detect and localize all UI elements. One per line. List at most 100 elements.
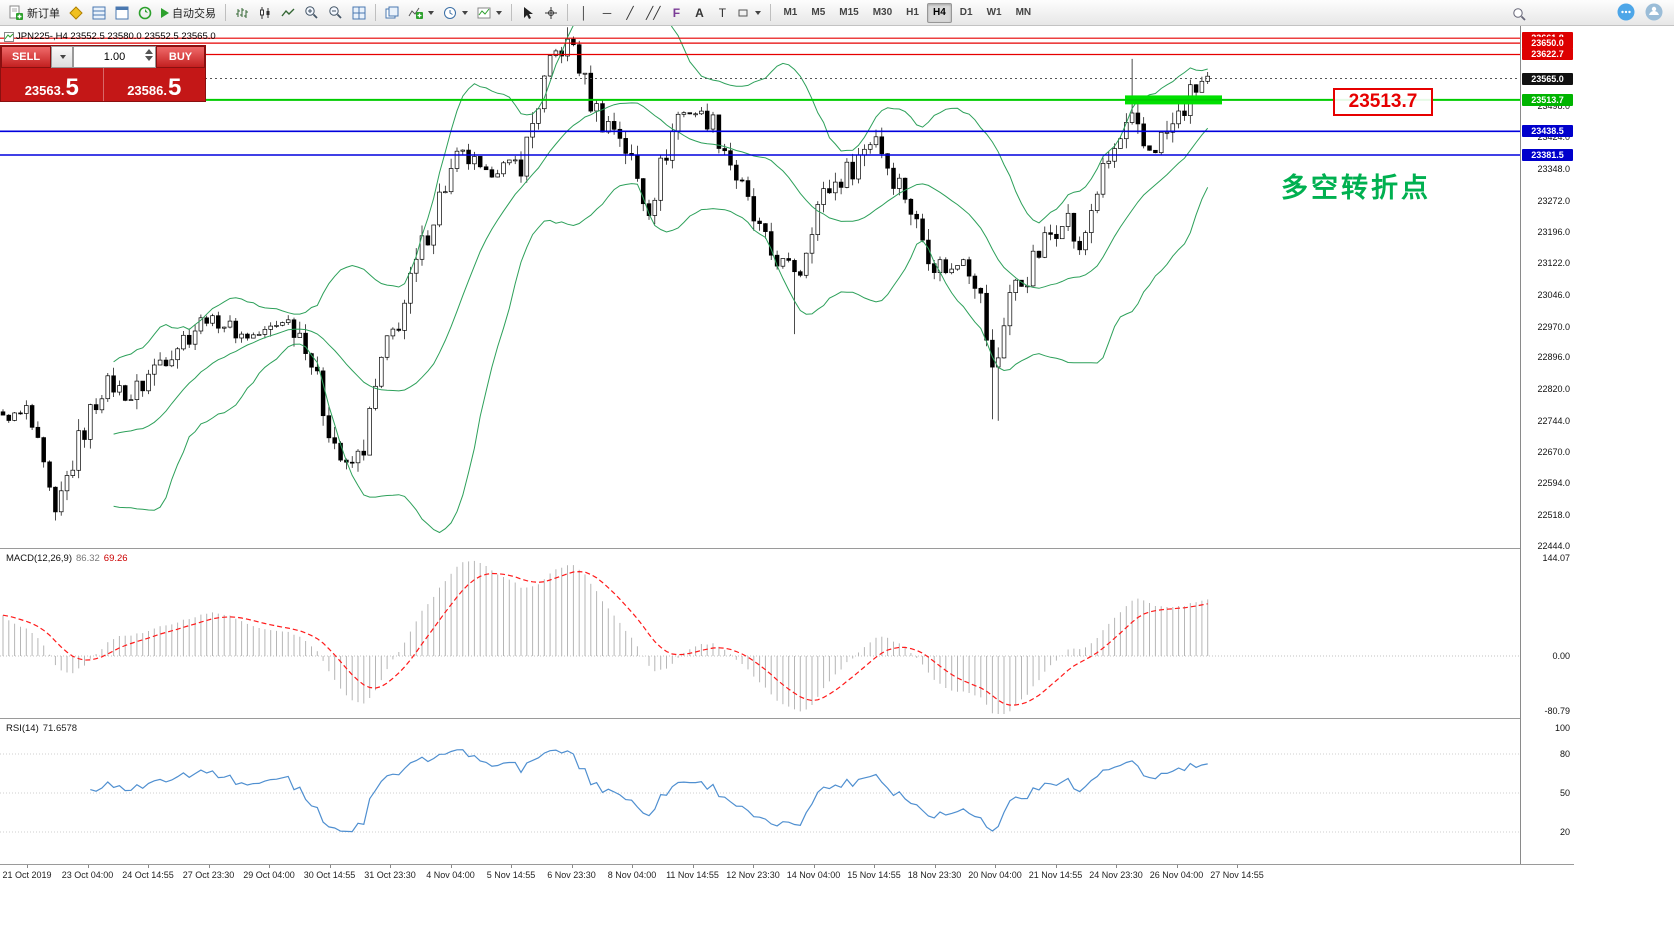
horizontal-line-tool-button[interactable]: ─ (596, 2, 618, 24)
timeframe-button-m1[interactable]: M1 (777, 3, 803, 23)
shapes-tool-button[interactable] (734, 2, 765, 24)
time-label: 6 Nov 23:30 (547, 870, 596, 880)
rsi-label: RSI(14) 71.6578 (6, 723, 77, 734)
time-label: 29 Oct 04:00 (243, 870, 295, 880)
main-chart-pane[interactable] (0, 26, 1520, 548)
market-watch-button[interactable] (88, 2, 110, 24)
timeframe-button-m30[interactable]: M30 (867, 3, 898, 23)
bar-chart-button[interactable] (231, 2, 253, 24)
rsi-axis-tick: 50 (1559, 788, 1570, 798)
indicators-button[interactable] (404, 2, 438, 24)
volume-input[interactable]: 1.00 (73, 46, 156, 68)
time-tick (995, 865, 996, 868)
candlestick-chart-icon (260, 6, 270, 19)
vertical-line-tool-button[interactable]: │ (573, 2, 595, 24)
indicators-add-icon (408, 7, 423, 19)
buy-price[interactable]: 23586. 5 (104, 68, 206, 101)
candlestick-chart-button[interactable] (254, 2, 276, 24)
fibonacci-tool-button[interactable]: F (665, 2, 687, 24)
timeframe-button-w1[interactable]: W1 (981, 3, 1008, 23)
cursor-button[interactable] (517, 2, 539, 24)
favorites-button[interactable] (65, 2, 87, 24)
separator (375, 4, 376, 21)
time-tick (813, 865, 815, 868)
vertical-line-icon: │ (580, 5, 588, 20)
zoom-in-icon (305, 6, 318, 19)
autotrading-icon (161, 7, 169, 18)
time-label: 14 Nov 04:00 (786, 870, 841, 880)
time-tick (1055, 865, 1057, 868)
text-tool-button[interactable]: A (688, 2, 710, 24)
price-tag: 23438.5 (1522, 125, 1573, 138)
pane-divider[interactable] (0, 548, 1574, 549)
crosshair-button[interactable] (540, 2, 562, 24)
timeframe-button-h1[interactable]: H1 (900, 3, 925, 23)
text-label-icon: T (718, 5, 727, 20)
favorites-icon (69, 5, 83, 20)
trendline-tool-button[interactable]: ╱ (619, 2, 641, 24)
time-tick (208, 865, 210, 868)
timeframe-button-m15[interactable]: M15 (833, 3, 864, 23)
navigator-button[interactable] (134, 2, 156, 24)
sell-price[interactable]: 23563. 5 (1, 68, 104, 101)
pane-divider[interactable] (0, 718, 1574, 719)
search-button[interactable] (1508, 3, 1531, 25)
spinner-down-icon[interactable] (145, 56, 153, 61)
chevron-down-icon (462, 10, 468, 15)
line-chart-icon (281, 8, 295, 16)
templates-button[interactable] (473, 2, 506, 24)
time-tick (1176, 865, 1178, 868)
rsi-pane[interactable] (0, 720, 1520, 864)
time-label: 26 Nov 04:00 (1149, 870, 1204, 880)
zoom-in-button[interactable] (300, 2, 323, 24)
market-watch-icon (92, 6, 106, 19)
channel-tool-button[interactable]: ╱╱ (642, 2, 664, 24)
price-tick: 22896.0 (1537, 352, 1570, 363)
time-label: 12 Nov 23:30 (726, 870, 780, 880)
buy-button[interactable]: BUY (156, 46, 205, 68)
timeframe-button-m5[interactable]: M5 (805, 3, 831, 23)
price-tick: 23348.0 (1537, 164, 1570, 174)
price-level-label[interactable]: 23513.7 (1333, 88, 1433, 116)
community-icon[interactable] (1644, 2, 1664, 22)
time-tick (1237, 865, 1238, 868)
search-icon (1513, 7, 1526, 21)
tile-windows-button[interactable] (348, 2, 370, 24)
price-axis[interactable]: 23498.0 23424.0 23348.0 23272.0 23196.0 23122… (1520, 26, 1575, 864)
navigator-icon (138, 6, 152, 19)
rsi-axis-tick: 20 (1559, 827, 1570, 837)
cursor-icon (524, 6, 533, 19)
volume-dropdown-button[interactable] (51, 46, 73, 68)
time-label: 27 Nov 14:55 (1210, 870, 1264, 880)
time-label: 20 Nov 04:00 (968, 870, 1022, 880)
symbol-ohlc-header: JPN225-,H4 23552.5 23580.0 23552.5 23565… (16, 31, 216, 42)
timeframe-button-h4[interactable]: H4 (926, 2, 952, 23)
data-window-button[interactable] (111, 2, 133, 24)
time-tick (571, 865, 573, 868)
new-order-button[interactable]: 新订单 (4, 2, 64, 24)
zoom-out-button[interactable] (324, 2, 347, 24)
time-axis[interactable]: 21 Oct 2019 23 Oct 04:00 24 Oct 14:55 27 Oc… (0, 864, 1574, 889)
line-chart-button[interactable] (277, 2, 299, 24)
timeframe-button-mn[interactable]: MN (1010, 3, 1038, 23)
new-order-icon (9, 5, 23, 20)
cascade-windows-button[interactable] (381, 2, 403, 24)
period-button[interactable] (439, 2, 472, 24)
volume-spinner[interactable] (145, 49, 153, 61)
timeframe-button-d1[interactable]: D1 (954, 3, 979, 23)
sell-button[interactable]: SELL (1, 46, 51, 68)
volume-value: 1.00 (103, 51, 126, 63)
macd-pane[interactable] (0, 550, 1520, 718)
autotrading-label: 自动交易 (172, 7, 216, 20)
spinner-up-icon[interactable] (145, 49, 153, 54)
time-label: 21 Oct 2019 (2, 870, 52, 880)
shapes-icon (738, 9, 748, 16)
price-tag: 23565.0 (1522, 72, 1573, 85)
price-tag: 23513.7 (1522, 93, 1573, 106)
autotrading-button[interactable]: 自动交易 (157, 2, 220, 24)
symbol-chart-icon (4, 32, 14, 42)
label-tool-button[interactable]: T (711, 2, 733, 24)
time-tick (148, 865, 149, 868)
chat-bubble-icon[interactable] (1616, 2, 1636, 22)
bar-chart-icon (236, 7, 248, 18)
